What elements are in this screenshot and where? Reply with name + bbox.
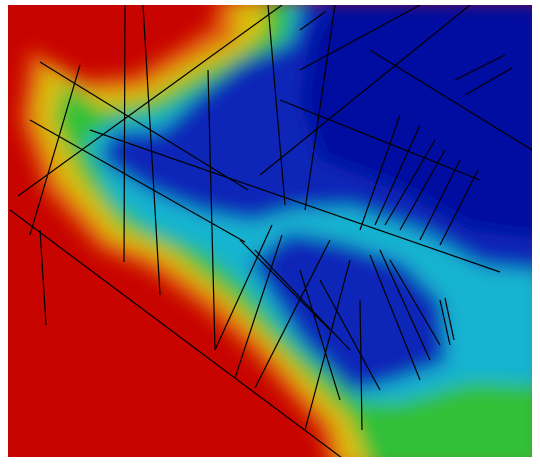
fracture — [419, 159, 461, 241]
fracture — [439, 169, 479, 246]
fracture — [319, 279, 381, 391]
fracture — [464, 67, 513, 96]
fracture — [379, 249, 431, 361]
fracture — [239, 239, 331, 331]
fracture — [39, 229, 47, 326]
fracture — [17, 5, 283, 197]
fracture — [254, 239, 331, 389]
fracture — [259, 5, 471, 176]
fracture — [29, 64, 81, 236]
fracture — [214, 224, 273, 351]
fracture — [254, 249, 351, 351]
fracture-network — [9, 5, 532, 457]
fracture — [234, 234, 283, 379]
fracture — [207, 69, 216, 351]
deep-blue-zone — [300, 5, 532, 239]
fracture — [123, 5, 126, 263]
fracture — [359, 114, 401, 231]
pressure-field — [20, 5, 532, 457]
fracture — [304, 5, 336, 211]
fracture — [89, 129, 501, 273]
fracture — [299, 5, 421, 71]
fracture — [454, 54, 506, 81]
fracture — [304, 259, 351, 431]
fracture — [142, 5, 161, 296]
fracture — [279, 99, 481, 181]
fracture — [374, 124, 421, 226]
fracture — [359, 299, 363, 431]
field — [8, 5, 532, 457]
fracture — [444, 297, 455, 341]
fracture — [369, 254, 421, 381]
fracture — [389, 259, 441, 346]
fracture — [299, 269, 341, 401]
fracture — [29, 119, 246, 243]
fracture — [9, 209, 342, 457]
fracture — [439, 299, 451, 346]
fracture — [399, 149, 446, 231]
fracture — [267, 5, 286, 206]
fracture — [299, 11, 326, 31]
fracture — [369, 49, 532, 151]
fracture — [384, 139, 436, 226]
